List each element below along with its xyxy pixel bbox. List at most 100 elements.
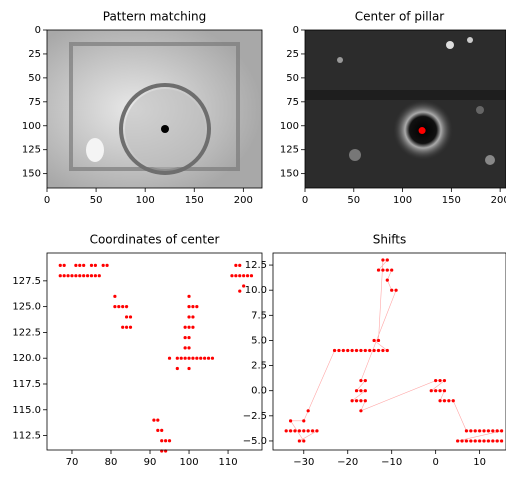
point: [288, 419, 293, 423]
x-tick-label: 50: [90, 195, 103, 206]
point: [62, 274, 66, 278]
y-tick-label: 0: [293, 25, 299, 36]
point: [442, 379, 447, 383]
point: [121, 325, 125, 329]
point: [191, 305, 195, 309]
point: [230, 274, 234, 278]
x-tick-label: 10: [473, 457, 486, 468]
chart-title: Pattern matching: [103, 10, 207, 24]
point: [447, 399, 451, 403]
point: [434, 379, 438, 383]
y-tick-label: 0.0: [251, 386, 267, 397]
point: [381, 268, 385, 272]
point: [297, 429, 301, 433]
y-tick-label: 100: [280, 121, 299, 132]
y-tick-label: 5.0: [251, 335, 267, 346]
pillar-image: [305, 30, 506, 188]
y-tick-label: 2.5: [251, 361, 267, 372]
point: [89, 263, 94, 267]
point: [183, 346, 187, 350]
y-tick-label: −2.5: [243, 411, 267, 422]
chart-title: Coordinates of center: [90, 233, 220, 247]
point: [187, 366, 191, 371]
point: [238, 274, 242, 278]
point: [390, 288, 394, 292]
point: [359, 409, 363, 413]
y-tick-label: 150: [280, 169, 299, 180]
x-tick-label: 100: [179, 457, 198, 468]
point: [500, 439, 504, 443]
x-tick-label: 100: [393, 195, 412, 206]
x-tick-label: 0: [302, 195, 308, 206]
point: [381, 258, 385, 262]
point: [478, 429, 482, 433]
point: [74, 274, 78, 278]
y-tick-label: 50: [28, 73, 41, 84]
y-tick-label: 117.5: [12, 379, 41, 390]
point: [381, 348, 385, 353]
x-tick-label: 0: [432, 457, 438, 468]
chart-title: Shifts: [373, 233, 407, 247]
point: [464, 429, 469, 433]
point: [473, 429, 477, 433]
chart-title: Center of pillar: [355, 10, 445, 24]
point: [152, 418, 156, 422]
x-tick-label: 150: [442, 195, 461, 206]
axes-frame: [304, 29, 506, 189]
y-tick-label: 10.0: [245, 285, 267, 296]
point: [293, 429, 297, 433]
y-tick-label: 112.5: [12, 431, 41, 442]
point: [187, 305, 191, 309]
x-tick-label: −30: [293, 457, 314, 468]
point: [85, 274, 90, 278]
point: [125, 315, 129, 319]
point: [164, 439, 168, 443]
point: [58, 274, 62, 278]
point: [350, 399, 354, 403]
point: [234, 263, 238, 267]
point: [438, 399, 442, 403]
point: [125, 325, 129, 329]
point: [418, 127, 426, 135]
pattern-image: [47, 30, 262, 188]
point: [464, 439, 469, 443]
y-tick-label: 100: [22, 121, 41, 132]
point: [97, 274, 101, 278]
point: [376, 268, 381, 272]
point: [167, 439, 172, 443]
x-tick-label: −10: [381, 457, 402, 468]
point: [203, 356, 207, 360]
x-tick-label: 50: [347, 195, 360, 206]
point: [302, 429, 306, 433]
point: [249, 274, 254, 278]
point: [302, 439, 306, 443]
point: [187, 346, 191, 350]
point: [456, 439, 460, 443]
point: [354, 389, 359, 393]
point: [101, 263, 105, 267]
y-tick-label: 25: [286, 49, 299, 60]
x-tick-label: 70: [66, 457, 79, 468]
y-tick-label: 12.5: [245, 260, 267, 271]
point: [310, 429, 315, 433]
point: [482, 429, 486, 433]
point: [117, 305, 121, 309]
point: [306, 429, 310, 433]
point: [93, 263, 97, 267]
point: [187, 315, 191, 319]
y-tick-label: 0: [35, 25, 41, 36]
connector-line: [286, 259, 502, 442]
point: [191, 356, 195, 360]
point: [359, 399, 363, 403]
x-tick-label: 0: [44, 195, 50, 206]
point: [359, 389, 363, 393]
y-tick-label: 125.0: [12, 302, 41, 313]
axes-frame: [46, 29, 263, 189]
point: [156, 418, 160, 422]
x-tick-label: 200: [234, 195, 253, 206]
point: [288, 429, 293, 433]
point: [500, 429, 504, 433]
point: [187, 335, 191, 340]
point: [242, 274, 246, 278]
